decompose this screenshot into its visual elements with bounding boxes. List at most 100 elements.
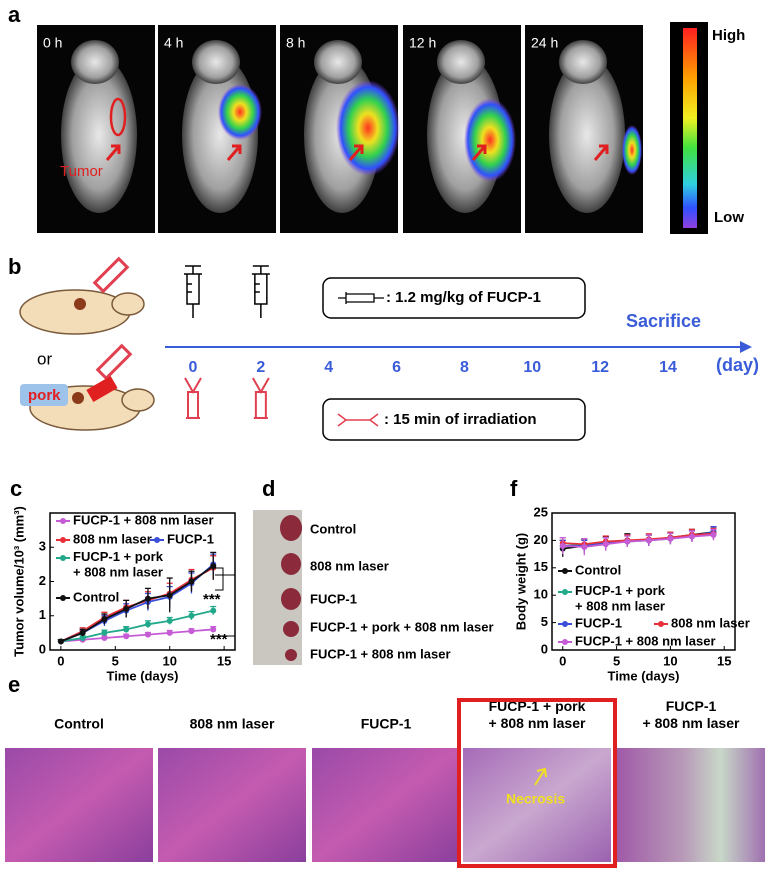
- data-point: [144, 631, 151, 638]
- data-point: [57, 638, 64, 645]
- panel-label: d: [262, 476, 275, 501]
- legend-marker: [60, 555, 66, 561]
- mouse-head: [314, 40, 362, 84]
- significance-label: ***: [203, 591, 221, 608]
- plot-frame: [551, 512, 736, 651]
- pork-block: [86, 375, 118, 403]
- panel-label: e: [8, 672, 20, 697]
- tumor-outline: [109, 97, 127, 137]
- data-point: [101, 629, 108, 636]
- data-point: [188, 578, 195, 585]
- laser: [184, 377, 202, 419]
- mouse-body: [549, 57, 625, 213]
- x-tick-label: 15: [717, 653, 731, 668]
- series-line: [562, 534, 714, 548]
- legend-marker: [562, 568, 568, 574]
- y-tick-label: 5: [541, 614, 548, 629]
- data-point: [101, 616, 108, 623]
- data-point: [602, 541, 609, 548]
- data-point: [123, 605, 130, 612]
- time-label: 0 h: [43, 35, 62, 51]
- x-tick-label: 0: [559, 653, 566, 668]
- x-tick-label: 15: [217, 653, 231, 668]
- legend-marker: [658, 621, 664, 627]
- data-point: [188, 612, 195, 619]
- legend-label: FUCP-1: [575, 615, 622, 630]
- y-axis-label: Tumor volume/10³ (mm³): [11, 506, 26, 657]
- data-point: [581, 543, 588, 550]
- day-label: 0: [189, 359, 198, 376]
- x-tick-label: 0: [57, 653, 64, 668]
- y-tick-label: 0: [39, 641, 46, 656]
- day-label: 10: [523, 359, 541, 376]
- y-tick-label: 25: [534, 504, 548, 519]
- tumor-group-label: FUCP-1: [310, 591, 357, 606]
- timeline-arrow: [740, 341, 752, 353]
- legend-label: 808 nm laser: [671, 615, 750, 630]
- data-point: [559, 542, 566, 549]
- data-point: [166, 592, 173, 599]
- histology-label: 808 nm laser: [190, 716, 275, 732]
- day-label: 4: [324, 359, 333, 376]
- series-line: [562, 532, 714, 546]
- panel-label: a: [8, 2, 21, 27]
- arrow: [348, 144, 364, 161]
- histology-label: Control: [54, 716, 104, 732]
- legend-marker: [562, 621, 568, 627]
- legend-label: FUCP-1: [167, 531, 214, 546]
- laser-icon: [337, 413, 379, 427]
- data-point: [645, 537, 652, 544]
- time-label: 4 h: [164, 35, 183, 51]
- legend-label: FUCP-1 + pork + 808 nm laser: [73, 549, 164, 580]
- data-point: [188, 628, 195, 635]
- panel-label: b: [8, 254, 21, 279]
- mouse-head: [71, 40, 119, 84]
- time-label: 24 h: [531, 35, 558, 51]
- significance-label: ***: [210, 631, 228, 648]
- tumor-label: Tumor: [60, 163, 103, 180]
- data-point: [166, 617, 173, 624]
- x-tick-label: 5: [613, 653, 620, 668]
- syringe-icon: [338, 292, 384, 304]
- histology-photo: [312, 748, 460, 862]
- data-point: [144, 595, 151, 602]
- y-tick-label: 3: [39, 539, 46, 554]
- data-point: [624, 538, 631, 545]
- y-tick-label: 20: [534, 532, 548, 547]
- day-label: 14: [659, 359, 677, 376]
- colorbar-low: Low: [714, 209, 744, 226]
- legend-label: Control: [575, 562, 621, 577]
- day-unit: (day): [716, 355, 759, 375]
- y-tick-label: 15: [534, 559, 548, 574]
- arrow: [593, 144, 609, 161]
- mouse-head: [559, 40, 607, 84]
- panel-a: a High Low: [8, 2, 745, 234]
- sacrifice-label: Sacrifice: [626, 311, 701, 331]
- data-point: [79, 629, 86, 636]
- legend-marker: [60, 595, 66, 601]
- series-line: [60, 565, 214, 643]
- tumor-group-label: FUCP-1 + pork + 808 nm laser: [310, 619, 494, 634]
- mouse-head: [437, 40, 485, 84]
- tumor-dot: [72, 392, 84, 404]
- legend-label: 808 nm laser: [73, 531, 152, 546]
- signal: [336, 80, 400, 176]
- series-line: [60, 628, 214, 643]
- legend-label: FUCP-1 + 808 nm laser: [73, 512, 214, 527]
- pork-box: [20, 384, 68, 406]
- histology-photo: [617, 748, 765, 862]
- data-point: [79, 635, 86, 642]
- time-label: 12 h: [409, 35, 436, 51]
- data-point: [688, 533, 695, 540]
- legend-marker: [60, 537, 66, 543]
- pork-label: pork: [28, 387, 61, 404]
- time-label: 8 h: [286, 35, 305, 51]
- irradiation-label: : 15 min of irradiation: [384, 411, 537, 428]
- tumor-group-label: 808 nm laser: [310, 558, 389, 573]
- series-line: [60, 609, 214, 643]
- data-point: [210, 607, 217, 614]
- tumor-photos: [280, 515, 302, 661]
- x-axis-label: Time (days): [106, 668, 178, 683]
- colorbar-high: High: [712, 27, 745, 44]
